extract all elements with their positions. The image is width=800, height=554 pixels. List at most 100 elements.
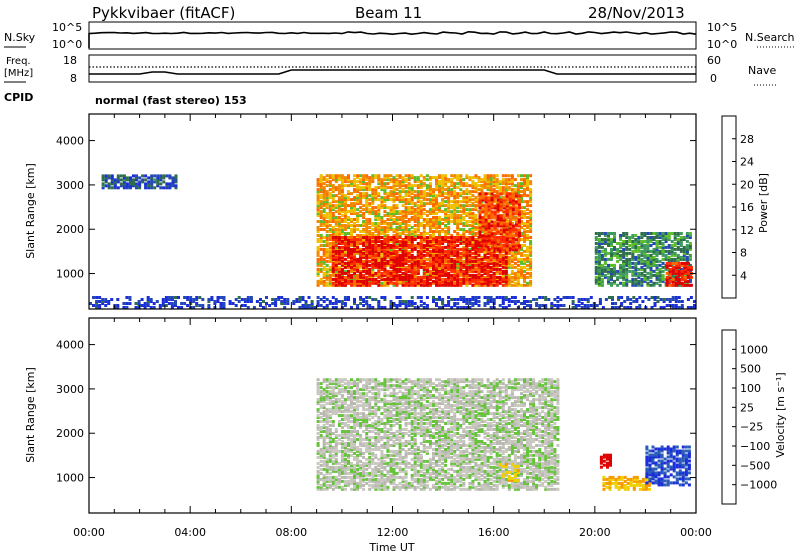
heatmap-cell bbox=[356, 273, 360, 277]
heatmap-cell bbox=[328, 230, 332, 233]
heatmap-cell bbox=[337, 184, 341, 188]
heatmap-cell bbox=[544, 296, 548, 299]
heatmap-cell bbox=[368, 210, 372, 214]
heatmap-cell bbox=[337, 224, 341, 227]
heatmap-cell bbox=[462, 251, 466, 255]
heatmap-cell bbox=[165, 186, 169, 190]
heatmap-cell bbox=[219, 306, 223, 309]
heatmap-cell bbox=[495, 281, 499, 285]
heatmap-cell bbox=[368, 178, 372, 182]
heatmap-cell bbox=[553, 304, 557, 307]
heatmap-cell bbox=[477, 176, 481, 180]
heatmap-cell bbox=[465, 242, 469, 245]
heatmap-cell bbox=[422, 245, 426, 249]
heatmap-cell bbox=[526, 184, 529, 188]
heatmap-cell bbox=[653, 296, 657, 299]
heatmap-cell bbox=[331, 212, 335, 215]
heatmap-cell bbox=[516, 281, 520, 285]
heatmap-cell bbox=[383, 238, 387, 241]
heatmap-cell bbox=[510, 296, 514, 299]
heatmap-cell bbox=[319, 210, 323, 214]
heatmap-cell bbox=[371, 267, 375, 271]
heatmap-cell bbox=[316, 267, 320, 271]
heatmap-cell bbox=[422, 263, 426, 267]
heatmap-cell bbox=[371, 212, 375, 215]
heatmap-cell bbox=[322, 202, 326, 206]
heatmap-cell bbox=[453, 190, 457, 194]
heatmap-cell bbox=[495, 253, 499, 257]
heatmap-cell bbox=[322, 275, 326, 279]
heatmap-cell bbox=[474, 245, 478, 249]
heatmap-cell bbox=[368, 194, 372, 198]
heatmap-cell bbox=[365, 224, 369, 227]
heatmap-cell bbox=[523, 216, 526, 219]
heatmap-cell bbox=[389, 210, 393, 214]
heatmap-cell bbox=[456, 226, 460, 229]
heatmap-cell bbox=[356, 283, 360, 287]
heatmap-cell bbox=[516, 192, 520, 196]
heatmap-cell bbox=[98, 300, 102, 303]
heatmap-cell bbox=[380, 267, 384, 271]
heatmap-cell bbox=[480, 261, 484, 265]
heatmap-cell bbox=[365, 184, 369, 188]
heatmap-cell bbox=[432, 224, 435, 227]
heatmap-cell bbox=[386, 281, 390, 285]
heatmap-cell bbox=[304, 300, 308, 303]
heatmap-cell bbox=[328, 228, 332, 231]
heatmap-cell bbox=[147, 184, 151, 188]
heatmap-cell bbox=[425, 174, 429, 178]
heatmap-cell bbox=[353, 261, 356, 265]
heatmap-cell bbox=[316, 273, 320, 277]
heatmap-cell bbox=[389, 271, 393, 275]
heatmap-cell bbox=[498, 238, 502, 241]
heatmap-cell bbox=[171, 180, 175, 184]
heatmap-cell bbox=[383, 196, 387, 200]
heatmap-cell bbox=[316, 204, 320, 208]
heatmap-cell bbox=[313, 306, 317, 309]
heatmap-cell bbox=[401, 176, 405, 180]
heatmap-cell bbox=[392, 230, 396, 233]
heatmap-cell bbox=[334, 245, 338, 249]
heatmap-cell bbox=[444, 245, 448, 249]
heatmap-cell bbox=[504, 261, 508, 265]
heatmap-cell bbox=[471, 180, 475, 184]
heatmap-cell bbox=[340, 236, 344, 239]
heatmap-cell bbox=[398, 180, 402, 184]
heatmap-cell bbox=[407, 236, 411, 239]
heatmap-cell bbox=[607, 244, 610, 247]
heatmap-cell bbox=[511, 244, 515, 248]
heatmap-cell bbox=[456, 306, 460, 309]
heatmap-cell bbox=[511, 208, 515, 212]
heatmap-cell bbox=[353, 184, 356, 188]
heatmap-cell bbox=[428, 263, 432, 267]
heatmap-cell bbox=[413, 244, 417, 247]
heatmap-cell bbox=[453, 253, 457, 257]
heatmap-cell bbox=[444, 184, 448, 188]
heatmap-cell bbox=[613, 236, 616, 239]
heatmap-cell bbox=[520, 182, 523, 186]
heatmap-cell bbox=[450, 216, 454, 219]
heatmap-cell bbox=[459, 251, 463, 255]
heatmap-cell bbox=[362, 214, 366, 217]
heatmap-cell bbox=[456, 174, 460, 178]
heatmap-cell bbox=[392, 249, 396, 253]
heatmap-cell bbox=[337, 228, 341, 231]
heatmap-cell bbox=[365, 206, 369, 210]
heatmap-cell bbox=[337, 267, 341, 271]
heatmap-cell bbox=[526, 304, 529, 307]
heatmap-cell bbox=[514, 192, 518, 196]
heatmap-cell bbox=[143, 306, 147, 309]
heatmap-cell bbox=[283, 302, 287, 305]
heatmap-cell bbox=[650, 306, 654, 309]
heatmap-cell bbox=[377, 192, 381, 196]
heatmap-cell bbox=[422, 204, 426, 208]
heatmap-cell bbox=[435, 200, 438, 204]
heatmap-cell bbox=[246, 300, 250, 303]
heatmap-cell bbox=[453, 257, 457, 261]
heatmap-cell bbox=[347, 236, 350, 239]
heatmap-cell bbox=[492, 267, 496, 271]
heatmap-cell bbox=[146, 300, 150, 303]
heatmap-cell bbox=[392, 214, 396, 217]
heatmap-cell bbox=[395, 206, 399, 210]
heatmap-cell bbox=[368, 186, 372, 190]
